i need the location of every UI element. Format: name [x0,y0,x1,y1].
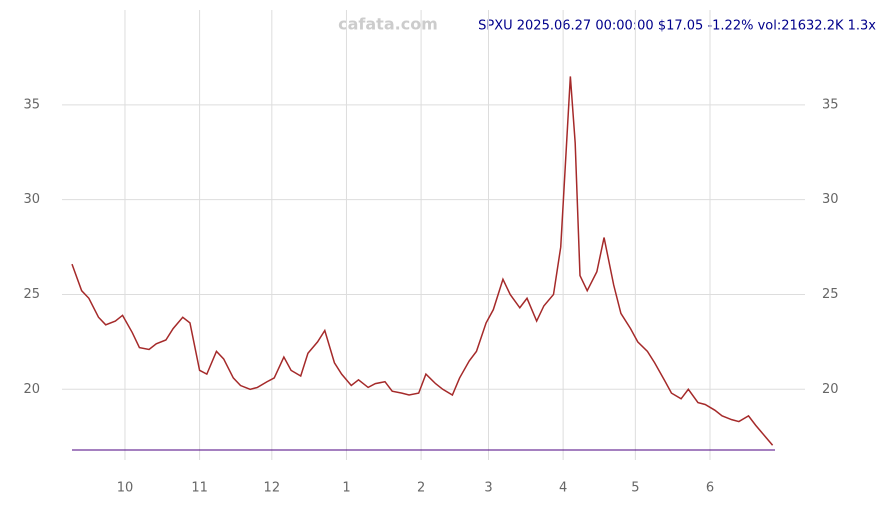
y-tick-label: 35 [23,97,40,112]
y-tick-label-right: 20 [822,382,839,397]
x-tick-label: 5 [631,481,639,496]
x-tick-label: 11 [191,481,208,496]
watermark: cafata.com [338,15,438,34]
y-tick-label: 25 [23,287,40,302]
y-tick-label: 30 [23,192,40,207]
y-tick-label-right: 30 [822,192,839,207]
y-tick-label-right: 35 [822,97,839,112]
y-tick-label-right: 25 [822,287,839,302]
x-tick-label: 6 [706,481,714,496]
x-tick-label: 4 [559,481,567,496]
price-line [71,76,774,446]
x-tick-label: 2 [417,481,425,496]
x-tick-label: 1 [342,481,350,496]
x-tick-label: 12 [264,481,281,496]
chart-title: SPXU 2025.06.27 00:00:00 $17.05 -1.22% v… [478,19,876,34]
x-tick-label: 3 [484,481,492,496]
x-tick-label: 10 [117,481,134,496]
y-tick-label: 20 [23,382,40,397]
